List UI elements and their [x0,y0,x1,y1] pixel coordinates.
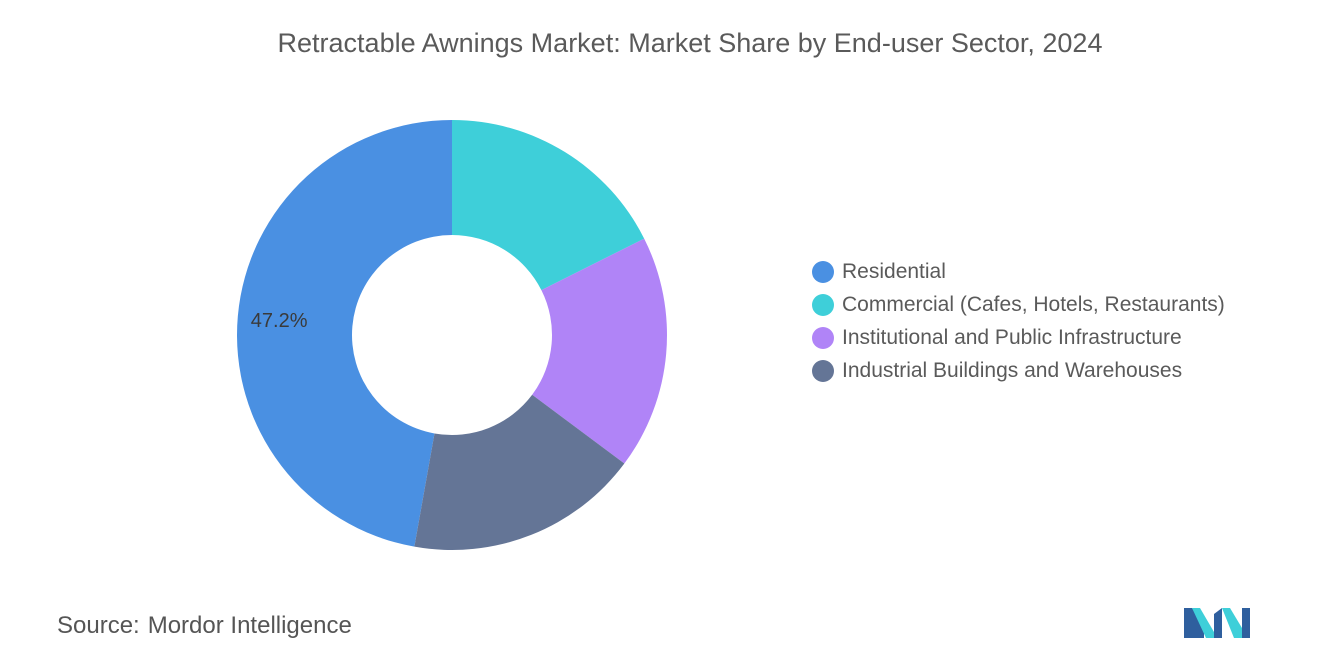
legend-item-industrial: Industrial Buildings and Warehouses [812,354,1225,387]
slice-label-residential: 47.2% [251,310,308,332]
donut-slice-residential [237,120,452,547]
legend: Residential Commercial (Cafes, Hotels, R… [812,255,1225,387]
legend-label-commercial: Commercial (Cafes, Hotels, Restaurants) [842,292,1225,316]
mordor-intelligence-logo-icon [1184,608,1250,638]
slice-labels: 47.2% [251,310,308,332]
source-note: Source: Mordor Intelligence [57,612,352,640]
legend-label-institutional: Institutional and Public Infrastructure [842,325,1182,349]
legend-item-commercial: Commercial (Cafes, Hotels, Restaurants) [812,288,1225,321]
donut-chart: 47.2% [237,120,668,550]
donut-slice-commercial [452,120,645,291]
legend-item-institutional: Institutional and Public Infrastructure [812,321,1225,354]
legend-swatch-commercial [812,293,834,316]
legend-label-residential: Residential [842,259,946,283]
legend-item-residential: Residential [812,255,1225,288]
legend-label-industrial: Industrial Buildings and Warehouses [842,358,1183,382]
source-name: Mordor Intelligence [147,612,352,639]
donut-slices [237,120,668,550]
donut-slice-institutional [532,238,668,464]
source-label: Source: [57,612,140,639]
legend-swatch-industrial [812,359,834,382]
chart-title: Retractable Awnings Market: Market Share… [277,28,1103,58]
donut-slice-industrial [414,394,625,550]
legend-swatch-residential [812,260,834,283]
legend-swatch-institutional [812,326,834,349]
